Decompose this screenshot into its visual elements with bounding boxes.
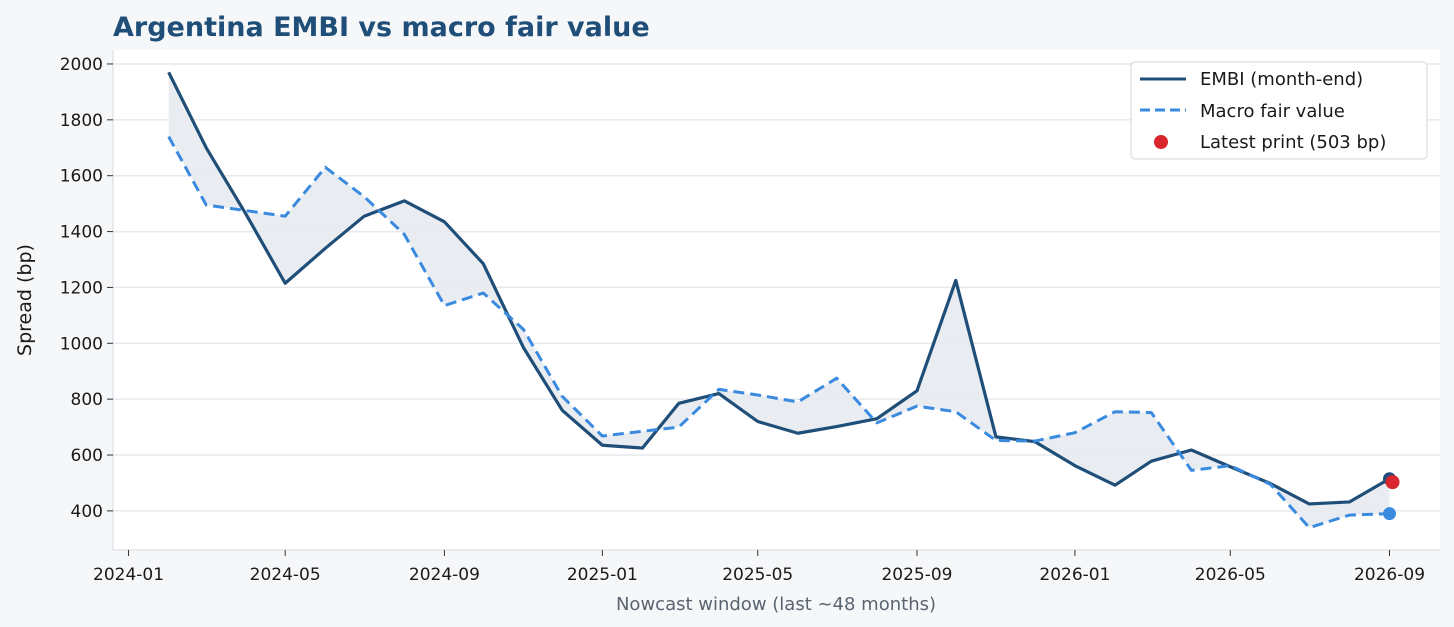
y-tick-label: 800 — [71, 390, 103, 410]
latest-print-point — [1385, 475, 1400, 490]
x-tick-label: 2026-09 — [1354, 565, 1425, 585]
legend-fair-label: Macro fair value — [1200, 101, 1345, 122]
x-tick-label: 2025-05 — [722, 565, 793, 585]
legend-box — [1130, 61, 1428, 160]
embi-line — [167, 71, 1391, 506]
y-tick-label: 1800 — [60, 111, 103, 131]
legend-latest-label: Latest print (503 bp) — [1200, 132, 1386, 153]
y-tick-label: 1200 — [60, 278, 103, 298]
x-tick-label: 2026-05 — [1195, 565, 1266, 585]
end-markers — [1383, 472, 1400, 521]
legend-embi-label: EMBI (month-end) — [1200, 69, 1363, 90]
y-tick-label: 2000 — [60, 55, 103, 75]
x-axis-ticks: 2024-01 2024-05 2024-09 2025-01 2025-05 2025-… — [93, 550, 1425, 585]
y-tick-label: 600 — [71, 446, 103, 466]
x-axis-label: Nowcast window (last ~48 months) — [616, 594, 936, 615]
x-tick-label: 2025-01 — [567, 565, 638, 585]
fair-value-line — [167, 135, 1390, 530]
x-tick-label: 2025-09 — [881, 565, 952, 585]
legend-latest-swatch — [1154, 135, 1168, 149]
y-tick-label: 1400 — [60, 223, 103, 243]
x-tick-label: 2024-05 — [250, 565, 321, 585]
x-tick-label: 2026-01 — [1039, 565, 1110, 585]
y-axis-label: Spread (bp) — [14, 244, 36, 356]
chart-title: Argentina EMBI vs macro fair value — [113, 12, 650, 43]
x-tick-label: 2024-01 — [93, 565, 164, 585]
series-lines — [167, 71, 1391, 530]
legend: EMBI (month-end) Macro fair value Latest… — [1130, 61, 1428, 160]
x-tick-label: 2024-09 — [409, 565, 480, 585]
fair-value-end-point — [1383, 507, 1397, 521]
y-tick-label: 400 — [71, 502, 103, 522]
y-axis-ticks: 400 600 800 1000 1200 1400 1600 1800 2000 — [60, 55, 113, 522]
y-tick-label: 1000 — [60, 334, 103, 354]
y-tick-label: 1600 — [60, 167, 103, 187]
